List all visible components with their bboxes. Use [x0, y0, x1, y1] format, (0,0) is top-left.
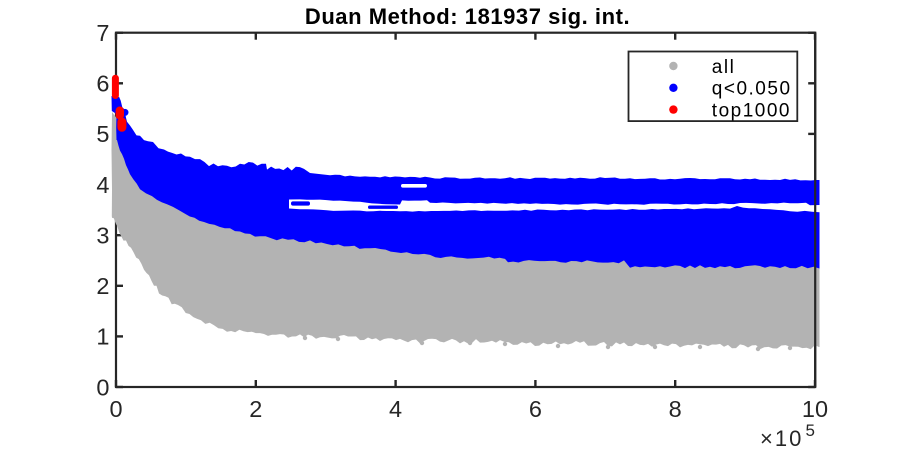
svg-text:3: 3 [96, 223, 109, 249]
svg-text:6: 6 [529, 396, 542, 422]
svg-text:0: 0 [96, 374, 109, 400]
svg-text:5: 5 [96, 121, 109, 147]
svg-text:all: all [712, 57, 736, 78]
svg-text:q<0.050: q<0.050 [712, 79, 792, 100]
svg-text:2: 2 [249, 396, 262, 422]
svg-text:6: 6 [96, 71, 109, 97]
svg-text:7: 7 [96, 20, 109, 46]
svg-text:1: 1 [96, 324, 109, 350]
svg-text:8: 8 [669, 396, 682, 422]
svg-text:4: 4 [389, 396, 402, 422]
svg-text:2: 2 [96, 273, 109, 299]
svg-text:10: 10 [802, 396, 828, 422]
svg-text:4: 4 [96, 172, 109, 198]
svg-text:Duan Method: 181937 sig. int.: Duan Method: 181937 sig. int. [305, 4, 630, 29]
svg-text:5: 5 [806, 421, 815, 440]
svg-text:×10: ×10 [760, 426, 803, 450]
svg-text:top1000: top1000 [712, 100, 791, 121]
svg-text:0: 0 [109, 396, 122, 422]
